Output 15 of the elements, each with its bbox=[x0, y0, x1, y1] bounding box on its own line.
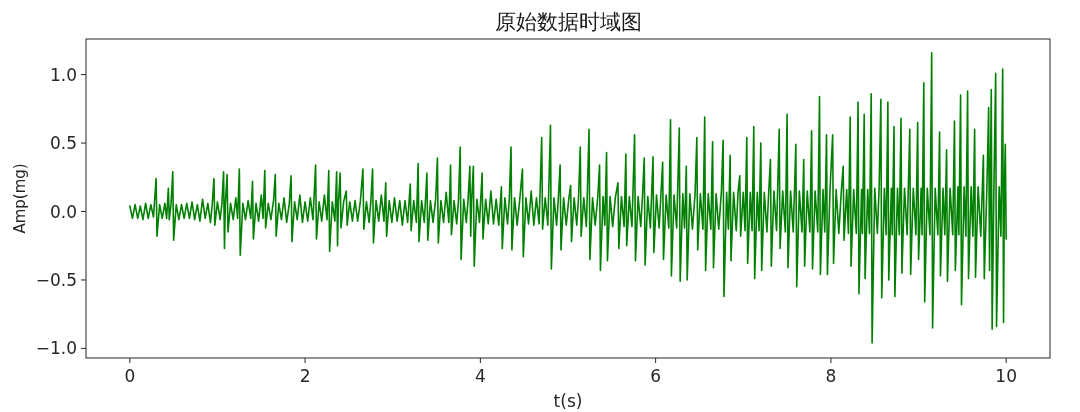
x-tick-label: 8 bbox=[825, 366, 837, 386]
y-tick-label: 0.5 bbox=[49, 133, 77, 154]
y-tick-label: −0.5 bbox=[35, 269, 77, 290]
x-tick-label: 0 bbox=[124, 366, 136, 386]
chart-title: 原始数据时域图 bbox=[494, 10, 642, 34]
x-tick-label: 10 bbox=[995, 366, 1017, 386]
y-tick-label: −1.0 bbox=[35, 338, 77, 359]
y-axis-title: Amp(mg) bbox=[11, 163, 29, 234]
x-axis-title: t(s) bbox=[553, 391, 583, 411]
y-tick-label: 0.0 bbox=[49, 201, 77, 222]
y-tick-label: 1.0 bbox=[49, 64, 77, 85]
line-series bbox=[129, 51, 1007, 344]
x-tick-label: 6 bbox=[650, 366, 662, 386]
x-tick-label: 2 bbox=[299, 366, 311, 386]
x-tick-label: 4 bbox=[474, 366, 486, 386]
